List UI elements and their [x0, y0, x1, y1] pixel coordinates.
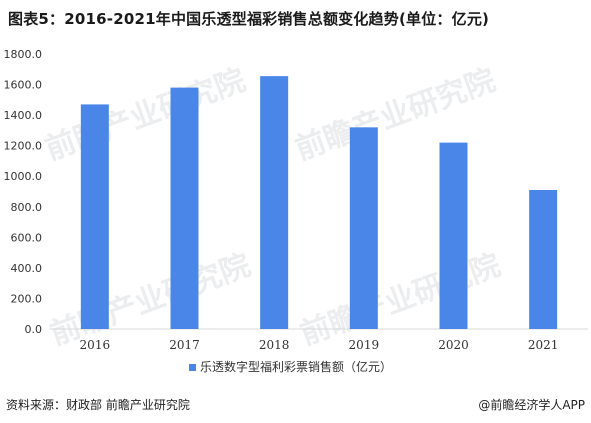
watermark-text-4: 前瞻产业研究院: [296, 248, 505, 353]
watermark-text-2: 前瞻产业研究院: [291, 63, 500, 168]
bar-2016: [80, 104, 109, 330]
y-tick-label: 1400.0: [4, 109, 43, 122]
y-axis-ticks: 0.0 200.0 400.0 600.0 800.0 1000.0 1200.0 1400.…: [4, 48, 43, 336]
credit-note: @前瞻经济学人APP: [478, 398, 585, 412]
y-tick-label: 1200.0: [4, 140, 43, 153]
bar-2019: [349, 127, 378, 329]
y-tick-label: 600.0: [11, 231, 43, 244]
x-tick-label-2021: 2021: [528, 338, 559, 352]
x-tick-label-2017: 2017: [169, 338, 200, 352]
bar-2018: [260, 76, 289, 330]
bars: [80, 76, 558, 330]
y-tick-label: 0.0: [25, 323, 43, 336]
y-tick-label: 800.0: [11, 201, 43, 214]
source-note: 资料来源：财政部 前瞻产业研究院: [6, 398, 190, 412]
watermark-text-3: 前瞻产业研究院: [46, 248, 255, 353]
x-tick-label-2018: 2018: [259, 338, 290, 352]
y-tick-label: 1800.0: [4, 48, 43, 61]
chart-title: 图表5：2016-2021年中国乐透型福彩销售总额变化趋势(单位：亿元): [8, 10, 490, 28]
bar-2017: [170, 87, 199, 329]
x-axis-ticks: 2016 2017 2018 2019 2020 2021: [80, 338, 559, 352]
legend-swatch: [189, 364, 196, 371]
x-tick-label-2019: 2019: [349, 338, 380, 352]
legend-label: 乐透数字型福利彩票销售额（亿元）: [200, 359, 392, 374]
y-tick-label: 1000.0: [4, 170, 43, 183]
x-tick-label-2016: 2016: [80, 338, 111, 352]
y-tick-label: 1600.0: [4, 79, 43, 92]
bar-2021: [529, 189, 558, 329]
bar-2020: [439, 142, 468, 329]
x-tick-label-2020: 2020: [438, 338, 469, 352]
watermark-text-1: 前瞻产业研究院: [41, 63, 250, 168]
y-tick-label: 200.0: [11, 292, 43, 305]
y-tick-label: 400.0: [11, 262, 43, 275]
legend: 乐透数字型福利彩票销售额（亿元）: [189, 359, 392, 374]
